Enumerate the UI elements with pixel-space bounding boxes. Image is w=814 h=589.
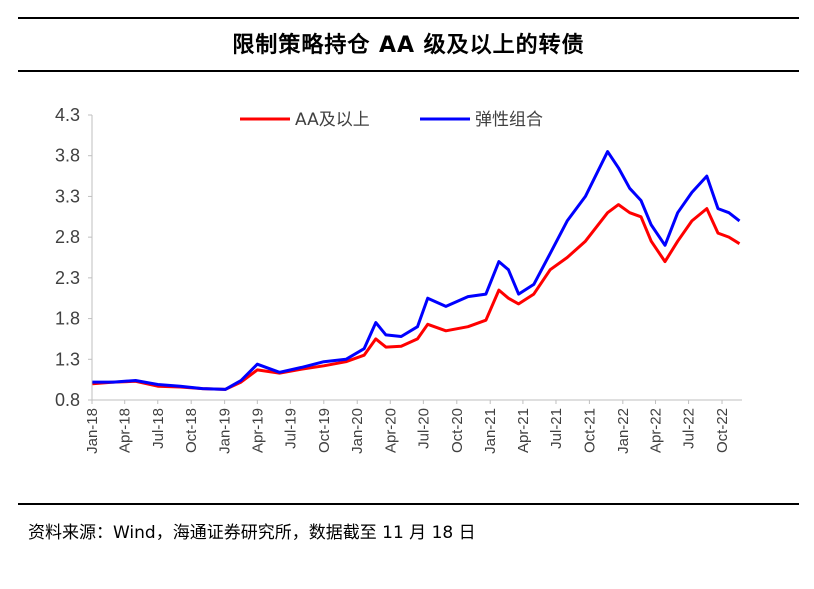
- y-tick-label: 2.8: [55, 227, 80, 247]
- y-tick-label: 1.3: [55, 349, 80, 369]
- y-tick-label: 0.8: [55, 390, 80, 410]
- x-tick-label: Jan-19: [217, 408, 234, 454]
- x-tick-label: Apr-21: [515, 408, 532, 453]
- bottom-rule: [18, 503, 799, 505]
- x-tick-label: Apr-22: [648, 408, 665, 453]
- x-tick-label: Apr-18: [117, 408, 134, 453]
- x-tick-label: Jul-20: [415, 408, 432, 449]
- y-axis-ticks: 4.3 3.8 3.3 2.8 2.3 1.8 1.3 0.8: [55, 105, 92, 410]
- x-axis-ticks: Jan-18 Apr-18 Jul-18 Oct-18 Jan-19 Apr-19 Jul-…: [84, 400, 731, 454]
- top-rule: [18, 17, 799, 19]
- x-tick-label: Jul-19: [282, 408, 299, 449]
- y-tick-label: 3.3: [55, 186, 80, 206]
- x-tick-label: Jan-21: [482, 408, 499, 454]
- chart-legend: AA及以上 弹性组合: [240, 110, 543, 130]
- x-tick-label: Jan-20: [349, 408, 366, 454]
- title-rule: [18, 70, 799, 72]
- x-tick-label: Oct-20: [449, 408, 466, 453]
- series-line-0: [92, 203, 741, 391]
- legend-label: AA及以上: [295, 110, 370, 130]
- x-tick-label: Oct-18: [183, 408, 200, 453]
- x-tick-label: Apr-20: [382, 408, 399, 453]
- x-tick-label: Oct-22: [714, 408, 731, 453]
- x-tick-label: Oct-21: [581, 408, 598, 453]
- series-lines: [92, 150, 741, 391]
- y-tick-label: 4.3: [55, 105, 80, 125]
- x-tick-label: Apr-19: [249, 408, 266, 453]
- x-tick-label: Jan-22: [615, 408, 632, 454]
- y-tick-label: 3.8: [55, 146, 80, 166]
- y-tick-label: 1.8: [55, 309, 80, 329]
- x-tick-label: Jul-21: [548, 408, 565, 449]
- x-tick-label: Jul-18: [150, 408, 167, 449]
- series-line-1: [92, 150, 741, 391]
- chart-axes: [91, 115, 742, 401]
- x-tick-label: Jul-22: [681, 408, 698, 449]
- line-chart: 4.3 3.8 3.3 2.8 2.3 1.8 1.3 0.8 Jan-18 Apr-18 Jul…: [55, 105, 742, 454]
- legend-label: 弹性组合: [475, 110, 543, 130]
- x-tick-label: Oct-19: [316, 408, 333, 453]
- chart-title: 限制策略持仓 AA 级及以上的转债: [232, 33, 585, 58]
- y-tick-label: 2.3: [55, 268, 80, 288]
- x-tick-label: Jan-18: [84, 408, 101, 454]
- source-note: 资料来源：Wind，海通证券研究所，数据截至 11 月 18 日: [28, 523, 476, 543]
